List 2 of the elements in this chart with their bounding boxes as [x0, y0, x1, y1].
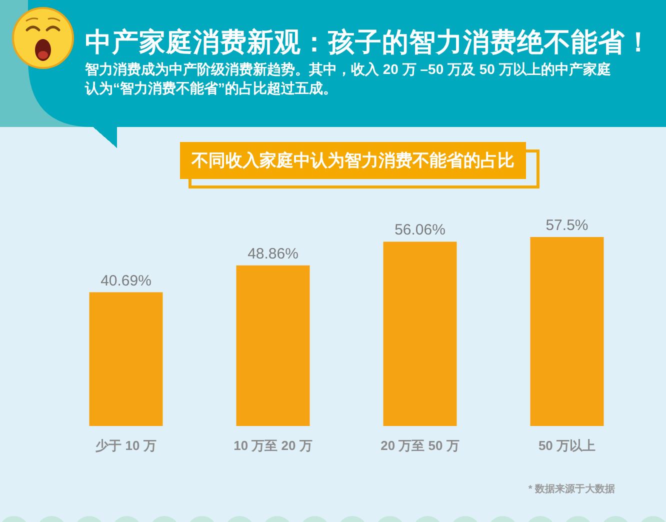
subtitle: 智力消费成为中产阶级消费新趋势。其中，收入 20 万 –50 万及 50 万以上的中产家庭认为“智力消费不能省”的占比超过五成。 — [85, 60, 612, 98]
title: 中产家庭消费新观：孩子的智力消费绝不能省！ — [85, 26, 652, 58]
